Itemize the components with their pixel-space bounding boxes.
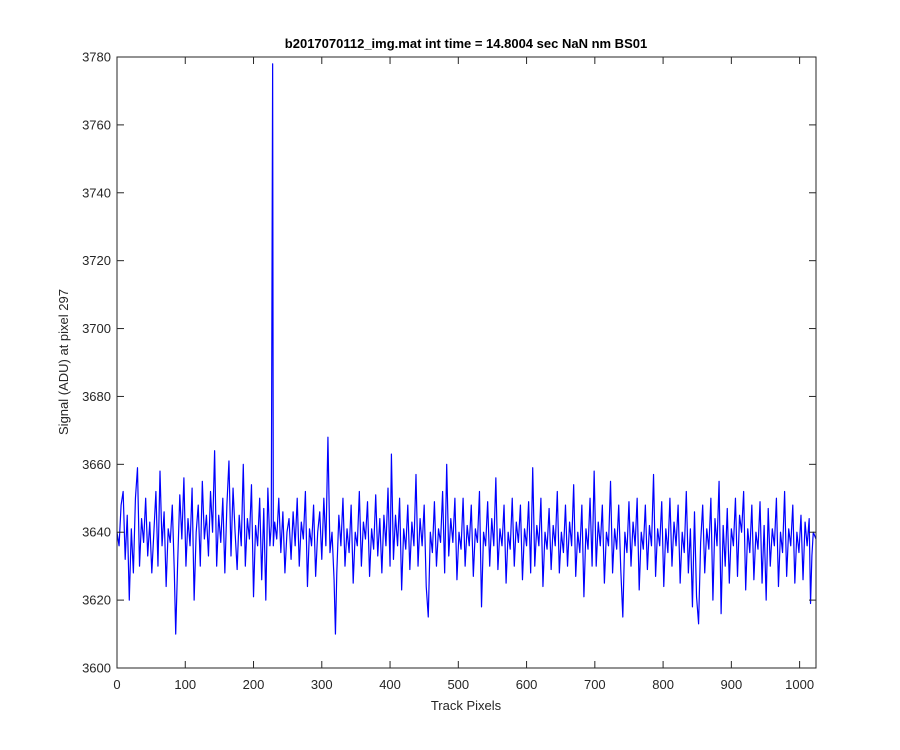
x-tick-label: 1000 bbox=[785, 677, 814, 692]
x-tick-label: 900 bbox=[721, 677, 743, 692]
chart-title: b2017070112_img.mat int time = 14.8004 s… bbox=[285, 36, 647, 51]
y-axis-label: Signal (ADU) at pixel 297 bbox=[56, 289, 71, 435]
y-tick-label: 3760 bbox=[82, 117, 111, 132]
x-tick-label: 500 bbox=[447, 677, 469, 692]
y-tick-label: 3740 bbox=[82, 185, 111, 200]
x-tick-label: 600 bbox=[516, 677, 538, 692]
plot-area bbox=[117, 57, 816, 668]
x-tick-label: 100 bbox=[174, 677, 196, 692]
x-tick-label: 300 bbox=[311, 677, 333, 692]
y-tick-label: 3660 bbox=[82, 457, 111, 472]
y-tick-label: 3720 bbox=[82, 253, 111, 268]
series-line-0 bbox=[116, 63, 817, 635]
x-axis-label: Track Pixels bbox=[431, 698, 502, 713]
y-tick-label: 3680 bbox=[82, 389, 111, 404]
x-axis-ticks: 0 100 200 300 400 500 600 700 800 900 1000 bbox=[113, 57, 814, 692]
axes-box bbox=[116, 56, 817, 669]
y-tick-label: 3700 bbox=[82, 321, 111, 336]
y-axis-ticks: 3600 3620 3640 3660 3680 3700 3720 3740 3760 3780 bbox=[82, 50, 816, 676]
x-tick-label: 700 bbox=[584, 677, 606, 692]
series-line-layer bbox=[116, 63, 817, 635]
y-tick-label: 3640 bbox=[82, 525, 111, 540]
y-tick-label: 3600 bbox=[82, 661, 111, 676]
x-tick-label: 200 bbox=[243, 677, 265, 692]
y-tick-label: 3620 bbox=[82, 593, 111, 608]
x-tick-label: 800 bbox=[652, 677, 674, 692]
x-tick-label: 400 bbox=[379, 677, 401, 692]
y-tick-label: 3780 bbox=[82, 50, 111, 65]
x-tick-label: 0 bbox=[113, 677, 120, 692]
